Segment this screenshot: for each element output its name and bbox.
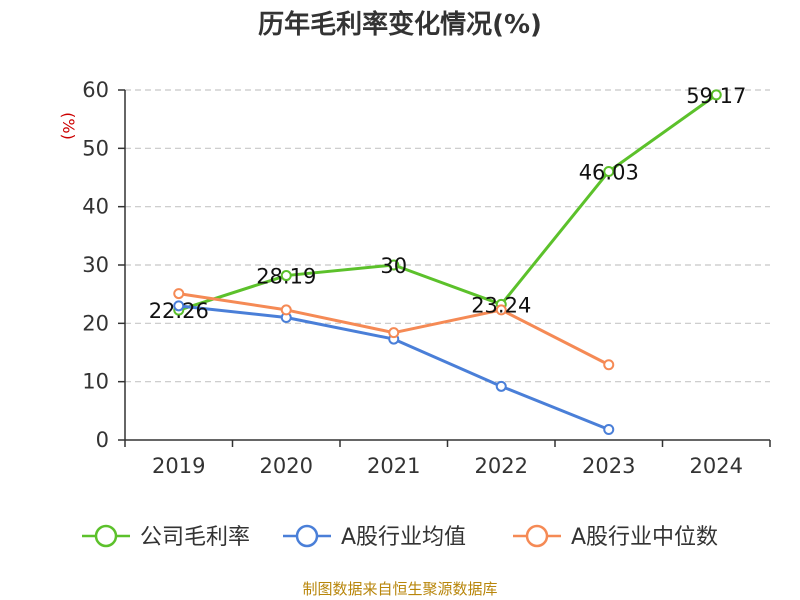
y-tick-label: 60 [82,78,109,102]
series-3 [173,288,615,371]
source-note: 制图数据来自恒生聚源数据库 [302,580,497,598]
grid [125,89,770,383]
y-tick-label: 30 [82,253,109,277]
legend: 公司毛利率 A股行业均值 A股行业中位数 [82,524,718,550]
legend-label: 公司毛利率 [140,525,250,550]
data-point [280,270,292,282]
x-tick-label: 2019 [152,454,205,478]
series-2 [173,300,615,435]
data-point [173,300,185,312]
legend-label: A股行业中位数 [571,525,718,550]
data-point [495,380,507,392]
data-label: 30 [380,254,407,278]
data-point [710,89,722,101]
x-tick-label: 2021 [367,454,420,478]
data-point [495,304,507,316]
y-tick-label: 20 [82,311,109,335]
data-label: 22.26 [149,299,209,323]
data-point [603,165,615,177]
y-tick-label: 50 [82,136,109,160]
data-label: 28.19 [256,265,316,289]
data-label: 46.03 [579,160,639,184]
data-labels: 22.26 28.19 30 23.24 46.03 59.17 [149,84,747,323]
series-line [178,93,718,312]
data-point [388,259,400,271]
data-point [603,359,615,371]
legend-marker [525,524,549,548]
series-line [178,304,610,431]
x-tick-label: 2020 [260,454,313,478]
legend-item-3: A股行业中位数 [513,524,718,550]
chart-title: 历年毛利率变化情况(%) [258,9,542,40]
legend-item-2: A股行业均值 [283,524,466,550]
series-1 [173,89,722,316]
y-tick-label: 0 [96,428,109,452]
series-group [173,89,722,435]
legend-marker [94,524,118,548]
data-label: 59.17 [686,84,746,108]
y-tick-label: 10 [82,370,109,394]
data-point [280,304,292,316]
x-tick-label: 2022 [475,454,528,478]
data-point [388,327,400,339]
legend-label: A股行业均值 [341,525,466,550]
x-tick-label: 2023 [582,454,635,478]
legend-marker [295,524,319,548]
axes: 0 10 20 30 40 50 60 2019 2020 2021 2022 2023 2024 [82,78,771,478]
data-point [603,424,615,435]
legend-item-1: 公司毛利率 [82,524,250,550]
y-tick-label: 40 [82,195,109,219]
data-point [173,288,185,300]
y-axis-label: (%) [59,112,78,140]
x-tick-label: 2024 [690,454,743,478]
data-label: 23.24 [471,293,531,317]
